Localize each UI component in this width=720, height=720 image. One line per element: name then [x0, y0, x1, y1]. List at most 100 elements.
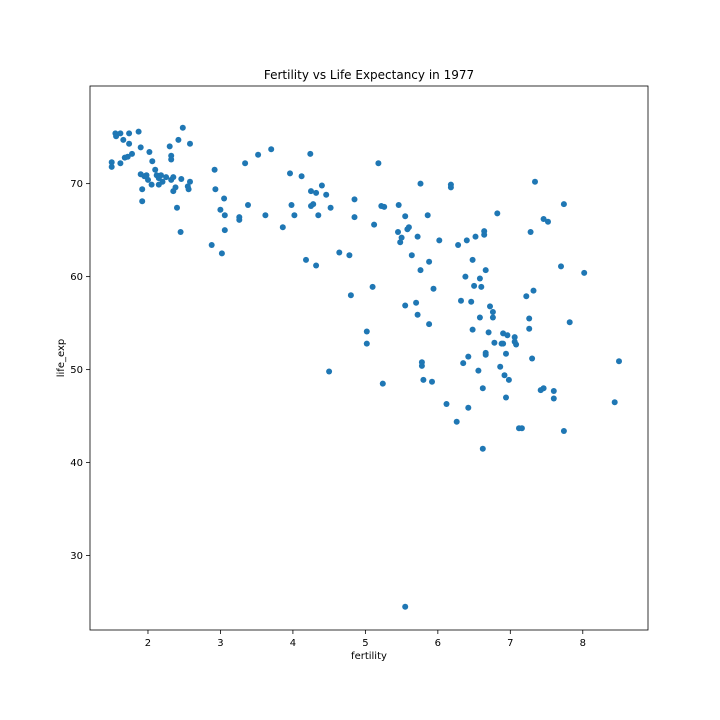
data-point — [120, 136, 127, 143]
data-point — [500, 340, 507, 347]
data-point — [527, 229, 534, 235]
data-point — [560, 428, 567, 434]
data-point — [402, 302, 409, 309]
data-point — [482, 267, 489, 274]
data-point — [172, 184, 179, 191]
data-point — [146, 149, 153, 155]
data-point — [303, 256, 309, 263]
x-tick-label: 2 — [145, 638, 151, 649]
data-point — [479, 385, 486, 392]
data-point — [163, 174, 170, 181]
data-point — [417, 180, 424, 187]
data-point — [505, 376, 512, 383]
data-point — [417, 267, 424, 274]
data-point — [379, 380, 386, 387]
data-point — [262, 212, 269, 219]
data-point — [375, 160, 382, 167]
data-point — [408, 252, 415, 259]
data-point — [287, 170, 293, 177]
data-point — [405, 224, 412, 231]
data-point — [291, 212, 298, 219]
data-point — [430, 285, 437, 292]
data-point — [476, 314, 483, 321]
data-point — [455, 242, 462, 248]
data-point — [494, 210, 501, 217]
data-point — [458, 297, 464, 304]
x-tick-label: 4 — [290, 638, 296, 649]
data-point — [424, 212, 431, 219]
data-point — [347, 292, 354, 299]
data-point — [318, 182, 325, 189]
data-point — [326, 368, 333, 375]
data-point — [108, 163, 115, 170]
data-point — [307, 150, 314, 157]
data-point — [217, 206, 224, 213]
data-point — [381, 203, 388, 210]
data-point — [497, 363, 504, 370]
data-point — [395, 202, 402, 208]
x-tick-label: 3 — [217, 638, 223, 649]
data-point — [315, 212, 322, 219]
y-tick-label: 30 — [70, 551, 83, 562]
data-point — [187, 178, 193, 185]
data-point — [327, 204, 334, 211]
data-point — [211, 166, 218, 173]
data-point — [135, 128, 142, 135]
data-point — [124, 153, 131, 160]
data-point — [245, 202, 251, 208]
plot-frame — [89, 85, 649, 631]
data-point — [504, 332, 511, 339]
x-tick-label: 6 — [435, 638, 441, 649]
y-tick-label: 70 — [70, 179, 83, 190]
y-tick-label: 60 — [70, 272, 83, 283]
data-point — [560, 201, 567, 208]
data-point — [117, 130, 124, 137]
data-point — [313, 262, 320, 269]
data-point — [414, 233, 421, 240]
data-point — [478, 283, 485, 290]
data-point — [436, 237, 443, 244]
data-point — [465, 404, 472, 411]
data-point — [310, 201, 317, 208]
data-point — [178, 176, 185, 182]
data-point — [503, 350, 509, 357]
data-point — [479, 445, 486, 452]
data-point — [313, 189, 320, 196]
x-tick-label: 7 — [507, 638, 513, 649]
data-point — [481, 228, 488, 235]
data-point — [418, 359, 425, 366]
data-point — [453, 418, 460, 425]
data-point — [117, 160, 124, 167]
data-point — [369, 283, 376, 290]
data-point — [511, 334, 518, 341]
data-point — [491, 339, 498, 346]
data-point — [471, 282, 478, 289]
data-point — [472, 233, 479, 240]
data-point — [398, 234, 405, 241]
data-point — [443, 401, 450, 407]
data-point — [108, 159, 115, 166]
data-point — [476, 275, 483, 282]
data-point — [236, 216, 243, 223]
data-point — [177, 229, 184, 235]
data-point — [540, 216, 547, 222]
data-point — [581, 269, 588, 276]
data-point — [447, 184, 454, 191]
data-point — [221, 195, 228, 202]
data-point — [279, 224, 286, 231]
data-point — [212, 186, 219, 193]
data-point — [463, 237, 470, 244]
data-point — [469, 326, 476, 333]
data-point — [221, 227, 228, 234]
data-point — [143, 172, 150, 179]
x-axis-label: fertility — [351, 651, 387, 662]
data-point — [371, 221, 378, 228]
data-point — [170, 174, 177, 181]
data-point — [174, 204, 180, 211]
data-point — [468, 298, 475, 305]
data-point — [255, 151, 262, 158]
data-point — [158, 172, 164, 179]
data-point — [308, 188, 314, 195]
data-point — [558, 263, 564, 270]
